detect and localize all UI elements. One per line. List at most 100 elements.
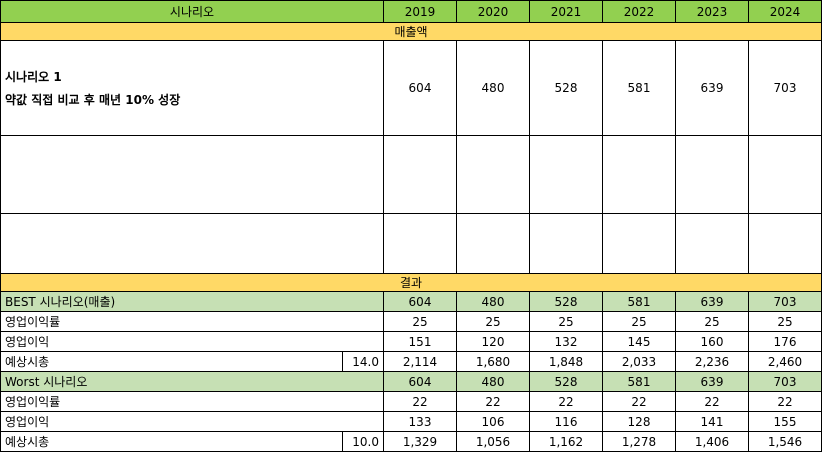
best-margin[interactable]: 25 [675,311,749,332]
best-value[interactable]: 703 [748,291,822,312]
worst-cap-label[interactable]: 예상시총 [0,431,343,452]
worst-profit-row: 영업이익 133 106 116 128 141 155 [0,411,822,432]
section-sales-row: 매출액 [0,22,822,41]
worst-value[interactable]: 703 [748,371,822,392]
empty-cell[interactable] [529,213,603,274]
worst-margin[interactable]: 22 [529,391,603,412]
scenario1-value[interactable]: 604 [383,40,457,136]
empty-row [0,213,822,274]
scenario1-value[interactable]: 528 [529,40,603,136]
best-margin-label[interactable]: 영업이익률 [0,311,384,332]
best-value[interactable]: 480 [456,291,530,312]
best-profit[interactable]: 132 [529,331,603,352]
scenario1-value[interactable]: 480 [456,40,530,136]
best-cap[interactable]: 2,033 [602,351,676,372]
worst-margin-row: 영업이익률 22 22 22 22 22 22 [0,391,822,412]
year-header[interactable]: 2023 [675,0,749,23]
empty-cell[interactable] [456,135,530,214]
worst-margin[interactable]: 22 [383,391,457,412]
empty-cell[interactable] [675,213,749,274]
best-margin[interactable]: 25 [383,311,457,332]
worst-margin[interactable]: 22 [602,391,676,412]
worst-profit-label[interactable]: 영업이익 [0,411,384,432]
scenario1-value[interactable]: 581 [602,40,676,136]
best-margin[interactable]: 25 [456,311,530,332]
empty-cell[interactable] [529,135,603,214]
worst-cap[interactable]: 1,406 [675,431,749,452]
best-cap[interactable]: 2,236 [675,351,749,372]
worst-margin-label[interactable]: 영업이익률 [0,391,384,412]
worst-cap[interactable]: 1,546 [748,431,822,452]
worst-value[interactable]: 604 [383,371,457,392]
best-cap[interactable]: 2,460 [748,351,822,372]
best-multiple[interactable]: 14.0 [342,351,384,372]
worst-profit[interactable]: 128 [602,411,676,432]
worst-value[interactable]: 480 [456,371,530,392]
best-cap[interactable]: 2,114 [383,351,457,372]
scenario1-cell[interactable]: 시나리오 1 약값 직접 비교 후 매년 10% 성장 [0,40,384,136]
worst-profit[interactable]: 141 [675,411,749,432]
best-margin[interactable]: 25 [529,311,603,332]
best-profit-row: 영업이익 151 120 132 145 160 176 [0,331,822,352]
best-cap[interactable]: 1,848 [529,351,603,372]
empty-cell[interactable] [748,213,822,274]
scenario1-value[interactable]: 703 [748,40,822,136]
year-header[interactable]: 2024 [748,0,822,23]
best-margin-row: 영업이익률 25 25 25 25 25 25 [0,311,822,332]
worst-cap[interactable]: 1,162 [529,431,603,452]
scenario1-value[interactable]: 639 [675,40,749,136]
section-result[interactable]: 결과 [0,273,822,292]
best-cap[interactable]: 1,680 [456,351,530,372]
worst-multiple[interactable]: 10.0 [342,431,384,452]
empty-cell[interactable] [748,135,822,214]
best-value[interactable]: 604 [383,291,457,312]
empty-cell[interactable] [0,135,384,214]
year-header[interactable]: 2020 [456,0,530,23]
scenario1-desc: 약값 직접 비교 후 매년 10% 성장 [5,93,181,107]
best-profit[interactable]: 176 [748,331,822,352]
empty-cell[interactable] [675,135,749,214]
worst-value[interactable]: 581 [602,371,676,392]
header-label[interactable]: 시나리오 [0,0,384,23]
worst-margin[interactable]: 22 [456,391,530,412]
empty-cell[interactable] [383,213,457,274]
best-profit[interactable]: 151 [383,331,457,352]
worst-margin[interactable]: 22 [748,391,822,412]
worst-profit[interactable]: 106 [456,411,530,432]
empty-cell[interactable] [456,213,530,274]
worst-margin[interactable]: 22 [675,391,749,412]
best-value[interactable]: 528 [529,291,603,312]
header-row: 시나리오 2019 2020 2021 2022 2023 2024 [0,0,822,23]
best-cap-label[interactable]: 예상시총 [0,351,343,372]
worst-profit[interactable]: 116 [529,411,603,432]
empty-cell[interactable] [602,135,676,214]
section-sales[interactable]: 매출액 [0,22,822,41]
worst-value[interactable]: 639 [675,371,749,392]
empty-cell[interactable] [0,213,384,274]
best-profit[interactable]: 120 [456,331,530,352]
section-result-row: 결과 [0,273,822,292]
empty-cell[interactable] [602,213,676,274]
worst-cap[interactable]: 1,278 [602,431,676,452]
worst-value[interactable]: 528 [529,371,603,392]
year-header[interactable]: 2022 [602,0,676,23]
scenario1-title: 시나리오 1 [5,70,62,84]
best-profit[interactable]: 145 [602,331,676,352]
year-header[interactable]: 2021 [529,0,603,23]
empty-cell[interactable] [383,135,457,214]
worst-label[interactable]: Worst 시나리오 [0,371,384,392]
best-profit-label[interactable]: 영업이익 [0,331,384,352]
worst-profit[interactable]: 155 [748,411,822,432]
best-margin[interactable]: 25 [748,311,822,332]
worst-profit[interactable]: 133 [383,411,457,432]
best-label[interactable]: BEST 시나리오(매출) [0,291,384,312]
best-cap-row: 예상시총 14.0 2,114 1,680 1,848 2,033 2,236 … [0,351,822,372]
year-header[interactable]: 2019 [383,0,457,23]
empty-row [0,135,822,214]
best-profit[interactable]: 160 [675,331,749,352]
worst-cap[interactable]: 1,056 [456,431,530,452]
best-margin[interactable]: 25 [602,311,676,332]
best-value[interactable]: 639 [675,291,749,312]
worst-cap[interactable]: 1,329 [383,431,457,452]
best-value[interactable]: 581 [602,291,676,312]
